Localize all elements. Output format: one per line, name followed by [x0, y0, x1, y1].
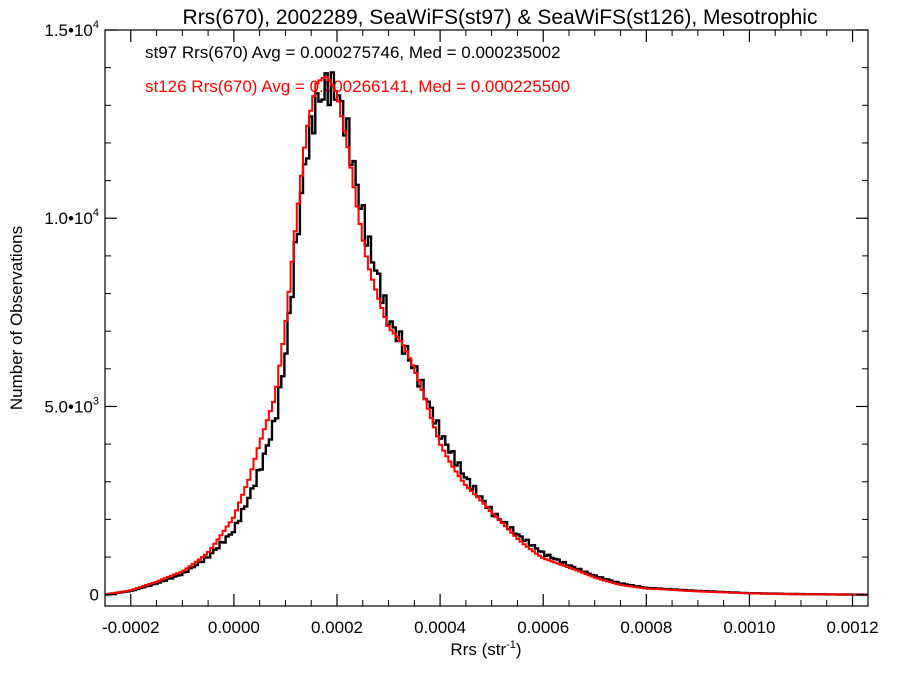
y-axis-label: Number of Observations	[7, 226, 26, 410]
x-tick-label: 0.0010	[723, 618, 775, 637]
x-tick-label: 0.0008	[620, 618, 672, 637]
x-axis-label-main: Rrs (str	[450, 640, 506, 659]
series-st97	[105, 71, 868, 596]
x-tick-label: 0.0012	[827, 618, 879, 637]
chart-title: Rrs(670), 2002289, SeaWiFS(st97) & SeaWi…	[183, 6, 818, 29]
x-axis-label: Rrs (str-1)	[450, 639, 521, 659]
annotation-st97: st97 Rrs(670) Avg = 0.000275746, Med = 0…	[145, 43, 561, 62]
x-axis-label-end: )	[516, 640, 522, 659]
x-tick-label: 0.0004	[414, 618, 466, 637]
y-tick-label-exponent: 3	[93, 395, 99, 407]
x-tick-label: 0.0006	[517, 618, 569, 637]
y-tick-label-exponent: 4	[93, 207, 99, 219]
series-line-st97	[105, 71, 868, 596]
y-tick-label-mantissa: 5.0•10	[44, 397, 93, 416]
x-tick-label: 0.0000	[208, 618, 260, 637]
x-axis-label-sup: -1	[506, 639, 516, 651]
y-tick-label-mantissa: 0	[90, 586, 99, 605]
y-tick-label: 5.0•103	[44, 395, 99, 416]
y-tick-label-exponent: 4	[93, 19, 99, 31]
y-tick-label-mantissa: 1.0•10	[44, 209, 93, 228]
y-tick-label: 1.5•104	[44, 19, 99, 40]
annotation-st126: st126 Rrs(670) Avg = 0.000266141, Med = …	[145, 77, 570, 96]
y-tick-label: 0	[90, 586, 99, 605]
y-tick-label: 1.0•104	[44, 207, 99, 228]
y-tick-label-mantissa: 1.5•10	[44, 21, 93, 40]
x-tick-label: 0.0002	[311, 618, 363, 637]
series-line-st126	[105, 75, 868, 596]
x-tick-label: -0.0002	[102, 618, 160, 637]
plot-frame	[104, 29, 869, 607]
series-st126	[105, 75, 868, 596]
x-axis: -0.0002 0.0000 0.0002 0.0004 0.0006 0.0008 0.0…	[102, 30, 879, 637]
